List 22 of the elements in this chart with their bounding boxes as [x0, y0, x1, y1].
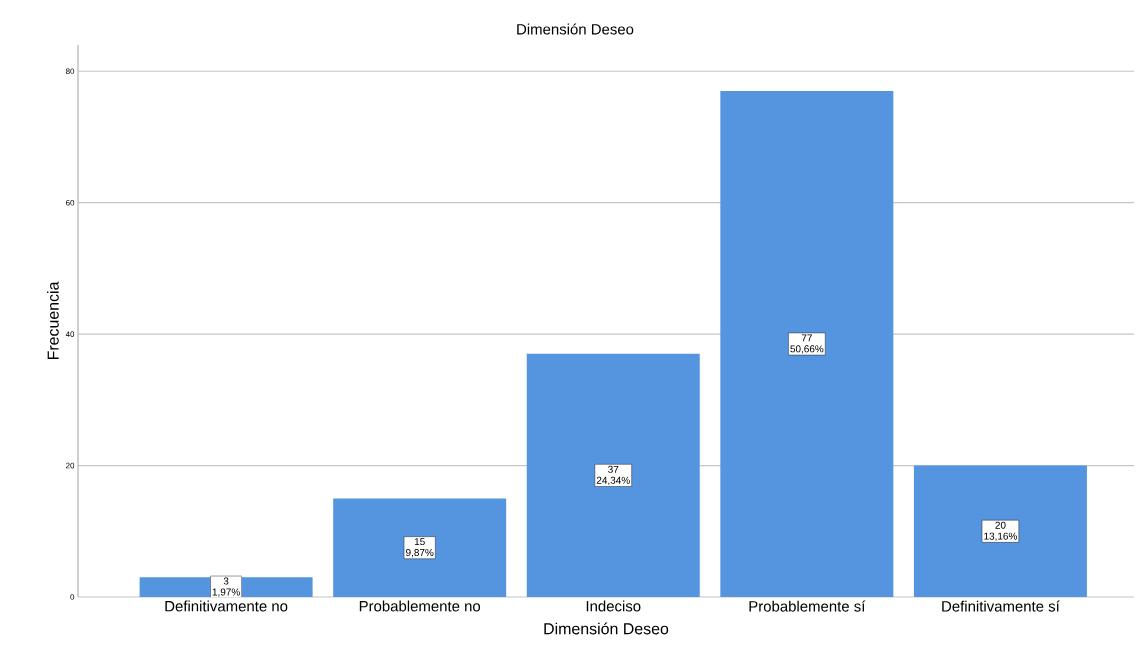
data-label: 3: [223, 577, 229, 585]
x-tick-label: Indeciso: [586, 600, 641, 612]
x-tick-label: Probablemente no: [359, 600, 481, 612]
annotation: 9,87%: [406, 549, 434, 558]
x-axis-title: Dimensión Deseo: [544, 622, 669, 635]
data-label: 37: [608, 465, 619, 473]
bar: [526, 353, 700, 597]
data-label: 15: [414, 538, 425, 546]
data-label: 20: [995, 521, 1006, 529]
annotation: 50,66%: [790, 345, 824, 354]
x-tick-label: Probablemente sí: [749, 600, 866, 612]
x-tick-label: Definitivamente sí: [942, 600, 1060, 612]
data-label: 77: [801, 334, 812, 342]
chart-title: Dimensión Deseo: [517, 23, 634, 35]
bar: [720, 90, 894, 597]
annotation: 24,34%: [596, 476, 630, 486]
bar: [333, 498, 507, 597]
annotation: 13,16%: [984, 532, 1017, 541]
x-tick-label: Definitivamente no: [165, 600, 288, 612]
bar: [913, 465, 1087, 597]
y-axis-title: Frecuencia: [47, 281, 59, 360]
annotation: 1,97%: [212, 588, 240, 597]
